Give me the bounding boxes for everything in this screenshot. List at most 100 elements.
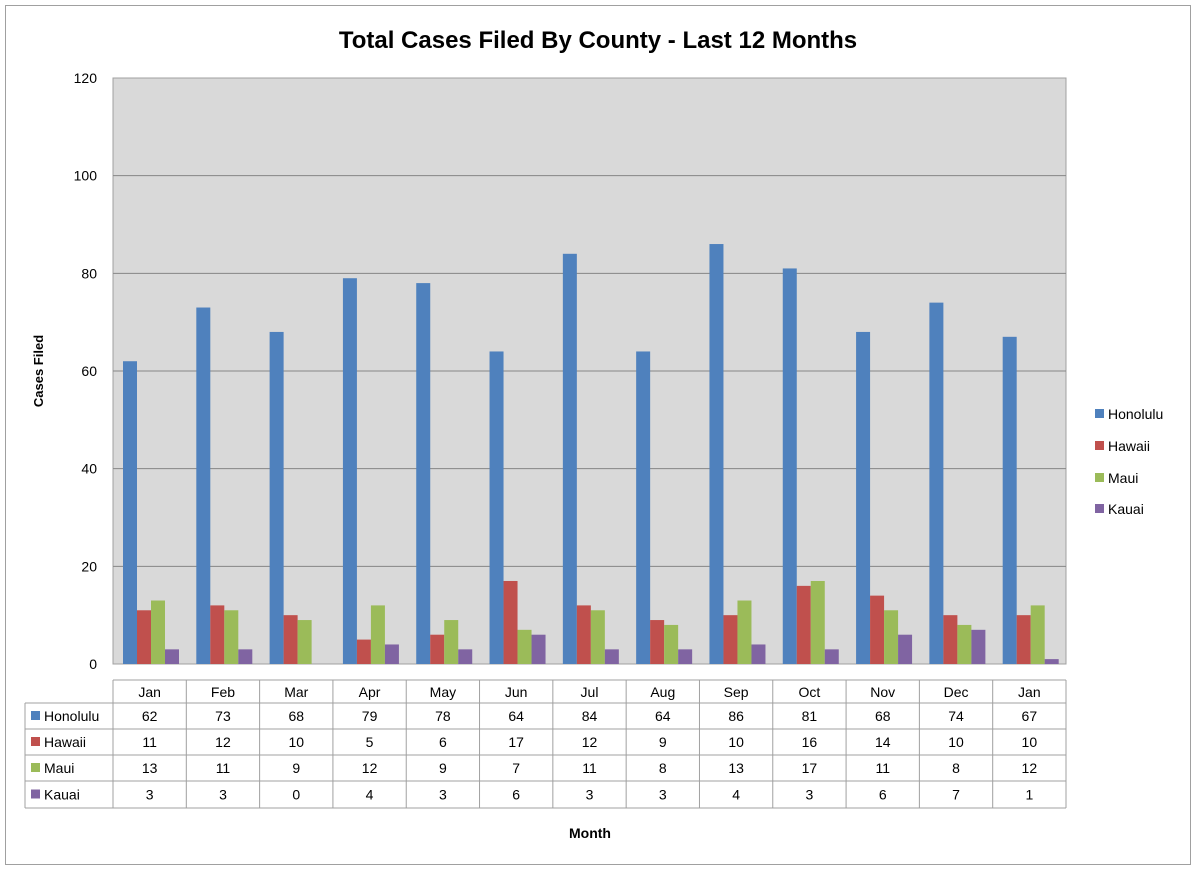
table-cell: 9 [292, 760, 300, 776]
table-cell: 9 [659, 734, 667, 750]
bar-honolulu [123, 361, 137, 664]
bar-honolulu [1002, 336, 1017, 664]
bar-hawaii [943, 615, 958, 664]
legend-label: Maui [1108, 470, 1138, 486]
bar-hawaii [723, 615, 738, 664]
table-cell: 10 [948, 734, 964, 750]
table-cell: 3 [146, 787, 154, 803]
table-cell: 64 [655, 708, 671, 724]
bar-kauai [165, 649, 179, 664]
y-tick-label: 0 [89, 656, 97, 672]
table-cell: 84 [582, 708, 598, 724]
x-tick-label: Jan [138, 684, 161, 700]
y-tick-label: 80 [81, 265, 97, 281]
bar-honolulu [196, 307, 211, 664]
table-cell: 6 [439, 734, 447, 750]
legend-key-hawaii [1095, 441, 1104, 450]
bar-maui [517, 629, 532, 664]
legend-key-maui [1095, 473, 1104, 482]
bar-hawaii [650, 620, 665, 664]
table-cell: 73 [215, 708, 231, 724]
bar-maui [884, 610, 899, 664]
bar-honolulu [342, 278, 357, 664]
table-series-label: Honolulu [44, 708, 99, 724]
table-cell: 17 [508, 734, 524, 750]
x-tick-label: Apr [359, 684, 381, 700]
bar-honolulu [416, 283, 431, 664]
table-cell: 4 [732, 787, 740, 803]
x-tick-label: Feb [211, 684, 235, 700]
bar-maui [737, 600, 752, 664]
bar-honolulu [709, 244, 724, 665]
table-cell: 4 [366, 787, 374, 803]
x-axis-label: Month [569, 825, 611, 841]
table-cell: 11 [216, 760, 231, 776]
table-cell: 8 [659, 760, 667, 776]
table-cell: 6 [879, 787, 887, 803]
table-cell: 68 [875, 708, 891, 724]
table-cell: 7 [952, 787, 960, 803]
bar-maui [370, 605, 385, 664]
table-cell: 12 [362, 760, 378, 776]
table-cell: 11 [875, 760, 890, 776]
x-tick-label: Jun [505, 684, 528, 700]
legend-key-honolulu [1095, 409, 1104, 418]
legend-label: Honolulu [1108, 406, 1163, 422]
table-cell: 8 [952, 760, 960, 776]
table-cell: 12 [1022, 760, 1038, 776]
table-cell: 11 [142, 734, 157, 750]
table-legend-key [31, 737, 40, 746]
bar-maui [297, 620, 312, 664]
table-cell: 79 [362, 708, 378, 724]
bar-hawaii [283, 615, 298, 664]
table-legend-key [31, 711, 40, 720]
bar-kauai [458, 649, 473, 664]
bar-hawaii [796, 585, 811, 664]
table-cell: 74 [948, 708, 964, 724]
table-cell: 11 [582, 760, 597, 776]
bar-maui [957, 624, 972, 664]
table-cell: 3 [219, 787, 227, 803]
table-cell: 6 [512, 787, 520, 803]
chart-title: Total Cases Filed By County - Last 12 Mo… [339, 27, 857, 54]
bar-kauai [678, 649, 693, 664]
bar-hawaii [503, 580, 518, 664]
bar-kauai [971, 629, 986, 664]
bar-kauai [384, 644, 399, 664]
table-cell: 14 [875, 734, 891, 750]
y-tick-label: 120 [74, 70, 98, 86]
table-series-label: Maui [44, 760, 74, 776]
table-cell: 17 [802, 760, 818, 776]
bar-hawaii [137, 610, 151, 664]
y-tick-label: 40 [81, 461, 97, 477]
table-cell: 9 [439, 760, 447, 776]
y-tick-label: 60 [81, 363, 97, 379]
bar-hawaii [870, 595, 885, 664]
table-cell: 86 [728, 708, 744, 724]
table-cell: 64 [508, 708, 524, 724]
table-series-label: Kauai [44, 787, 80, 803]
legend-key-kauai [1095, 504, 1104, 513]
bar-maui [444, 620, 459, 664]
bar-kauai [238, 649, 253, 664]
table-cell: 3 [439, 787, 447, 803]
bar-kauai [824, 649, 839, 664]
bar-honolulu [269, 331, 284, 664]
bar-hawaii [356, 639, 371, 664]
bar-honolulu [856, 331, 871, 664]
table-cell: 10 [288, 734, 304, 750]
x-tick-label: May [430, 684, 456, 700]
legend-label: Kauai [1108, 501, 1144, 517]
table-cell: 1 [1025, 787, 1033, 803]
x-tick-label: Jan [1018, 684, 1041, 700]
bar-hawaii [1016, 615, 1031, 664]
bar-kauai [604, 649, 619, 664]
table-legend-key [31, 763, 40, 772]
bar-maui [151, 600, 165, 664]
y-tick-label: 20 [81, 558, 97, 574]
bar-honolulu [489, 351, 504, 664]
table-cell: 10 [1022, 734, 1038, 750]
bar-honolulu [562, 253, 577, 665]
table-cell: 3 [806, 787, 814, 803]
